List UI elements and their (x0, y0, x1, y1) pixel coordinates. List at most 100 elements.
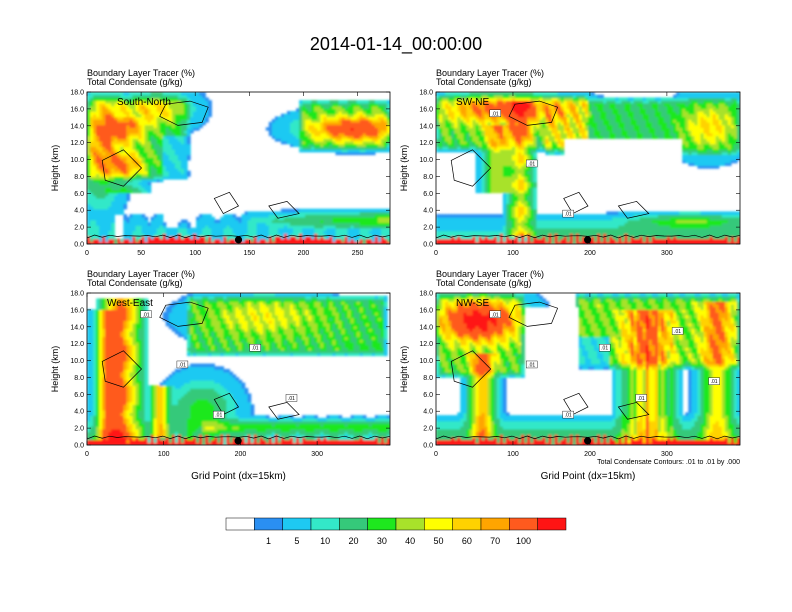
field-cell (527, 203, 531, 207)
field-cell (250, 233, 255, 237)
field-cell (177, 100, 182, 104)
field-cell (736, 151, 740, 156)
field-cell (314, 105, 318, 109)
field-cell (353, 127, 358, 131)
field-cell (341, 149, 346, 153)
field-cell (612, 241, 617, 244)
field-cell (311, 132, 315, 137)
field-cell (117, 195, 122, 199)
field-cell (174, 102, 179, 107)
field-cell (499, 189, 504, 194)
field-cell (490, 162, 495, 166)
field-cell (371, 121, 376, 126)
field-cell (105, 154, 109, 158)
field-cell (654, 214, 659, 218)
field-cell (268, 222, 273, 226)
field-cell (168, 116, 173, 120)
field-cell (150, 151, 155, 156)
field-cell (308, 149, 312, 153)
field-cell (521, 165, 525, 169)
field-cell (138, 241, 143, 244)
field-cell (636, 211, 641, 215)
field-cell (120, 143, 125, 147)
field-cell (302, 135, 306, 139)
field-cell (96, 154, 100, 158)
field-cell (299, 238, 303, 242)
field-cell (578, 214, 583, 218)
field-cell (99, 238, 103, 242)
field-cell (314, 138, 318, 142)
field-cell (341, 121, 346, 126)
field-cell (108, 151, 112, 156)
contour-line (101, 149, 142, 187)
field-cell (736, 214, 740, 218)
panel-title-tracer: Boundary Layer Tracer (%) (87, 68, 195, 78)
field-cell (691, 238, 696, 242)
field-cell (721, 219, 726, 223)
field-cell (715, 211, 720, 215)
field-cell (117, 149, 122, 153)
field-cell (123, 108, 128, 112)
field-cell (362, 235, 367, 240)
field-cell (329, 119, 334, 123)
field-cell (147, 127, 152, 131)
field-cell (323, 111, 328, 115)
field-cell (126, 178, 131, 183)
field-cell (624, 235, 629, 240)
field-cell (512, 197, 516, 202)
field-cell (138, 154, 143, 158)
field-cell (96, 108, 100, 112)
field-cell (487, 227, 492, 232)
field-cell (217, 227, 222, 232)
field-cell (521, 214, 525, 218)
field-cell (490, 173, 495, 177)
field-cell (196, 127, 200, 131)
field-cell (262, 235, 267, 240)
field-cell (159, 162, 164, 166)
field-cell (359, 149, 364, 153)
field-cell (560, 233, 565, 237)
field-cell (554, 149, 559, 153)
field-cell (341, 146, 346, 150)
field-cell (262, 227, 267, 232)
field-cell (685, 241, 690, 244)
field-cell (560, 222, 565, 226)
field-cell (144, 159, 149, 164)
field-cell (153, 173, 158, 177)
field-cell (217, 230, 222, 234)
field-cell (180, 219, 185, 223)
field-cell (93, 192, 97, 196)
field-cell (362, 116, 367, 120)
field-cell (350, 119, 355, 123)
field-cell (329, 225, 334, 229)
field-cell (633, 238, 638, 242)
field-cell (144, 219, 149, 223)
field-cell (271, 119, 276, 123)
field-cell (153, 140, 158, 145)
field-cell (326, 138, 331, 142)
field-cell (150, 124, 155, 128)
field-cell (469, 216, 474, 221)
field-cell (505, 208, 510, 213)
field-cell (365, 214, 370, 218)
field-cell (153, 124, 158, 128)
field-cell (141, 119, 146, 123)
field-cell (332, 102, 337, 107)
field-cell (512, 222, 516, 226)
field-cell (341, 135, 346, 139)
field-cell (159, 170, 164, 175)
field-cell (356, 127, 361, 131)
field-cell (114, 154, 118, 158)
field-cell (484, 149, 489, 153)
field-cell (512, 154, 516, 158)
field-cell (566, 222, 571, 226)
field-cell (338, 111, 343, 115)
field-cell (111, 227, 115, 232)
field-cell (380, 225, 385, 229)
field-cell (362, 208, 367, 213)
field-cell (371, 241, 376, 244)
field-cell (524, 211, 528, 215)
field-cell (165, 238, 170, 242)
field-cell (700, 151, 705, 156)
